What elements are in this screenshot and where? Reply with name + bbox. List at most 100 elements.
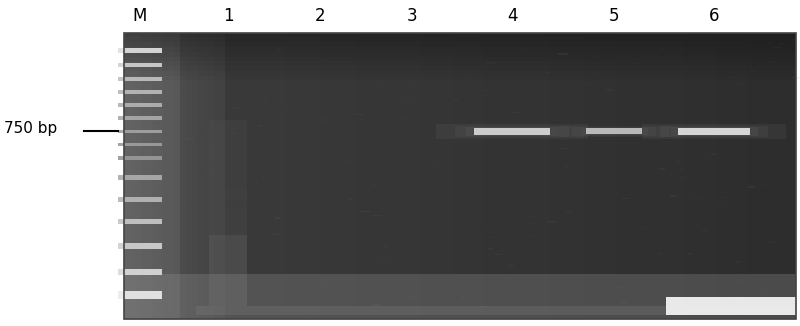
Bar [421, 33, 426, 319]
Bar [461, 112, 466, 114]
Bar [354, 33, 359, 319]
Bar [480, 306, 490, 307]
Bar [576, 298, 581, 299]
Bar [118, 129, 162, 133]
Bar [544, 33, 550, 319]
Bar [124, 37, 796, 42]
Bar [690, 33, 695, 319]
Bar [482, 90, 492, 91]
Bar [236, 33, 242, 319]
Bar [499, 33, 505, 319]
Bar [478, 306, 485, 307]
Bar [763, 184, 767, 186]
Bar [209, 235, 247, 306]
Bar [454, 33, 460, 319]
Bar [712, 33, 718, 319]
Bar [394, 193, 398, 195]
Bar [359, 33, 365, 319]
Bar [573, 127, 656, 136]
Bar [365, 33, 370, 319]
Bar [279, 304, 281, 305]
Bar [118, 116, 162, 120]
Bar [432, 33, 438, 319]
Bar [124, 66, 796, 71]
Bar [498, 182, 507, 184]
Bar [378, 258, 388, 260]
Bar [150, 226, 155, 229]
Bar [118, 175, 162, 180]
Bar [134, 173, 138, 174]
Bar [634, 33, 639, 319]
Bar [169, 33, 174, 319]
Bar [656, 33, 662, 319]
Bar [209, 238, 247, 244]
Bar [678, 128, 750, 135]
Bar [124, 52, 796, 56]
Bar [205, 84, 206, 85]
Bar [436, 124, 588, 139]
Bar [770, 62, 772, 63]
Bar [342, 33, 348, 319]
Bar [322, 207, 331, 208]
Bar [723, 33, 729, 319]
Bar [203, 169, 213, 171]
Bar [774, 33, 779, 319]
Bar [754, 183, 756, 185]
Bar [244, 136, 251, 137]
Bar [618, 288, 626, 289]
Bar [209, 269, 247, 275]
Bar [209, 244, 247, 250]
Bar [345, 300, 349, 303]
Bar [387, 33, 393, 319]
Bar [320, 283, 329, 284]
Bar [286, 33, 292, 319]
Bar [400, 117, 406, 119]
Bar [555, 33, 561, 319]
Bar [291, 211, 294, 213]
Bar [746, 186, 754, 188]
Text: 6: 6 [709, 7, 720, 25]
Bar [687, 253, 693, 255]
Bar [498, 224, 500, 225]
Bar [483, 228, 491, 229]
Bar [331, 33, 337, 319]
Bar [263, 100, 266, 102]
Bar [134, 69, 137, 70]
Bar [180, 33, 186, 319]
Bar [232, 107, 241, 109]
Bar [678, 33, 684, 319]
Bar [753, 75, 755, 76]
Bar [730, 76, 738, 78]
Bar [282, 276, 289, 277]
Bar [333, 102, 338, 103]
Bar [194, 129, 198, 130]
Text: 4: 4 [506, 7, 518, 25]
Bar [671, 127, 758, 136]
Bar [208, 33, 214, 319]
Bar [230, 33, 236, 319]
Bar [360, 211, 370, 212]
Bar [606, 89, 614, 91]
Bar [157, 55, 161, 57]
Bar [169, 58, 173, 61]
Bar [530, 235, 537, 237]
Bar [751, 33, 757, 319]
Bar [380, 298, 384, 301]
Bar [303, 33, 309, 319]
Bar [124, 71, 796, 76]
Bar [667, 305, 668, 307]
Bar [463, 79, 467, 81]
Bar [130, 33, 135, 319]
Bar [124, 33, 796, 319]
Bar [124, 33, 796, 37]
Bar [718, 33, 723, 319]
Bar [124, 33, 796, 319]
Bar [661, 126, 768, 137]
Bar [673, 33, 678, 319]
Bar [209, 250, 247, 257]
Bar [566, 211, 571, 213]
Bar [347, 199, 352, 200]
Bar [449, 33, 454, 319]
Bar [298, 33, 303, 319]
Bar [594, 106, 598, 107]
